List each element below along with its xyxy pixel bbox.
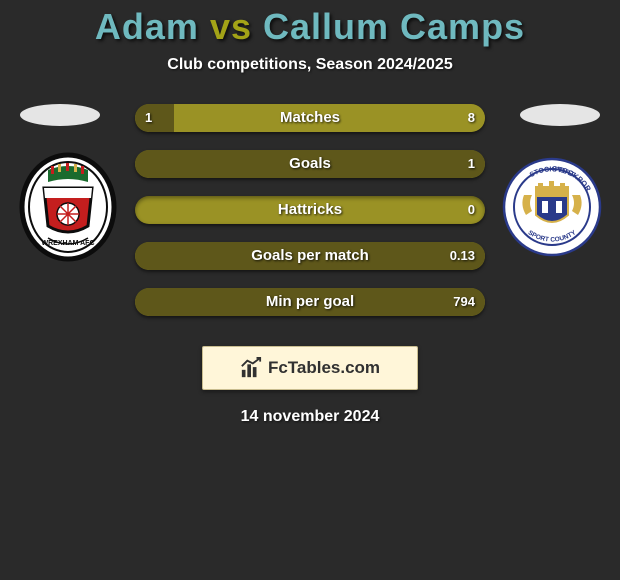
stat-value-right: 8 [468,104,475,132]
stat-row: Matches1 8 [135,104,485,132]
stat-value-left: 1 [145,104,152,132]
stat-value-right: 0 [468,196,475,224]
stat-label: Hattricks [135,196,485,224]
stat-row: Goals per match0.13 [135,242,485,270]
stat-value-right: 794 [453,288,475,316]
club-logo-left: WREXHAM AFC [18,152,118,262]
subtitle: Club competitions, Season 2024/2025 [0,56,620,74]
stockport-crest-icon: STOCKPORT STOCKPORT SPORT COUNTY [502,157,602,257]
title-vs: vs [210,6,252,47]
page-title: Adam vs Callum Camps [0,0,620,48]
svg-text:WREXHAM AFC: WREXHAM AFC [41,240,94,247]
stat-label: Min per goal [135,288,485,316]
player2-photo [520,104,600,126]
stat-label: Goals per match [135,242,485,270]
title-player2: Callum Camps [263,6,525,47]
stat-row: Goals1 [135,150,485,178]
stat-value-right: 0.13 [450,242,475,270]
brand-box[interactable]: FcTables.com [202,346,418,390]
date-text: 14 november 2024 [0,408,620,426]
stat-value-right: 1 [468,150,475,178]
stat-label: Goals [135,150,485,178]
stat-label: Matches [135,104,485,132]
stat-row: Min per goal794 [135,288,485,316]
club-logo-right: STOCKPORT STOCKPORT SPORT COUNTY [502,152,602,262]
bar-chart-icon [240,357,262,379]
stat-bars: Matches18Goals1Hattricks0Goals per match… [135,104,485,334]
player1-photo [20,104,100,126]
comparison-panel: WREXHAM AFC STOCKPORT STOCKPORT SPORT CO… [0,104,620,334]
wrexham-crest-icon: WREXHAM AFC [18,152,118,262]
stat-row: Hattricks0 [135,196,485,224]
brand-text: FcTables.com [268,358,380,378]
title-player1: Adam [95,6,199,47]
